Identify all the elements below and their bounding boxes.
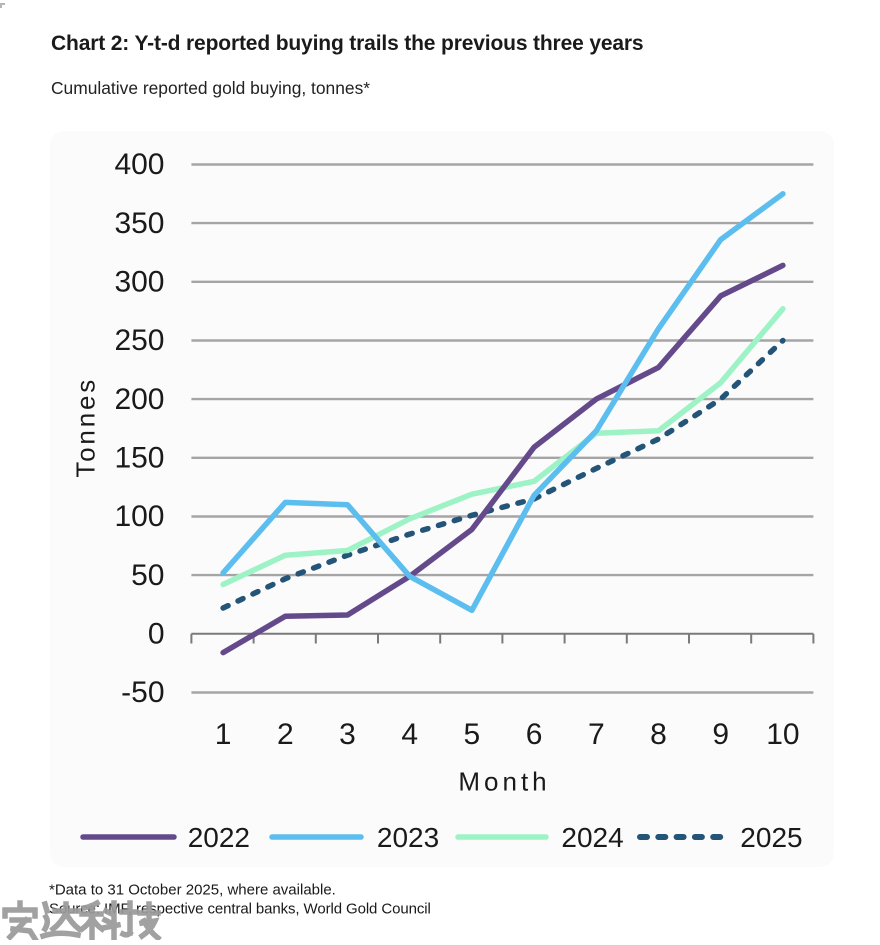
svg-text:10: 10 [766,718,799,751]
svg-text:200: 200 [114,383,164,416]
svg-text:8: 8 [650,718,667,751]
svg-text:7: 7 [588,718,605,751]
svg-text:2024: 2024 [561,822,623,853]
svg-text:350: 350 [114,207,164,240]
svg-text:100: 100 [114,500,164,533]
svg-text:2: 2 [277,718,294,751]
svg-text:Tonnes: Tonnes [71,377,101,478]
svg-text:-50: -50 [121,676,164,709]
svg-text:4: 4 [401,718,418,751]
svg-text:1: 1 [215,718,232,751]
svg-text:2023: 2023 [377,822,439,853]
svg-text:2022: 2022 [188,822,250,853]
svg-text:50: 50 [131,559,164,592]
svg-text:9: 9 [712,718,729,751]
svg-text:Month: Month [458,767,550,797]
svg-text:2025: 2025 [740,822,802,853]
svg-text:*Data to 31 October 2025, wher: *Data to 31 October 2025, where availabl… [49,882,336,899]
svg-text:300: 300 [114,266,164,299]
svg-text:6: 6 [526,718,543,751]
svg-text:400: 400 [114,148,164,181]
svg-text:Chart 2: Y-t-d reported buying: Chart 2: Y-t-d reported buying trails th… [51,32,643,55]
svg-text:Cumulative reported gold buyin: Cumulative reported gold buying, tonnes* [51,78,370,98]
svg-text:250: 250 [114,324,164,357]
svg-text:0: 0 [148,618,165,651]
svg-text:3: 3 [339,718,356,751]
svg-text:5: 5 [464,718,481,751]
svg-text:150: 150 [114,442,164,475]
